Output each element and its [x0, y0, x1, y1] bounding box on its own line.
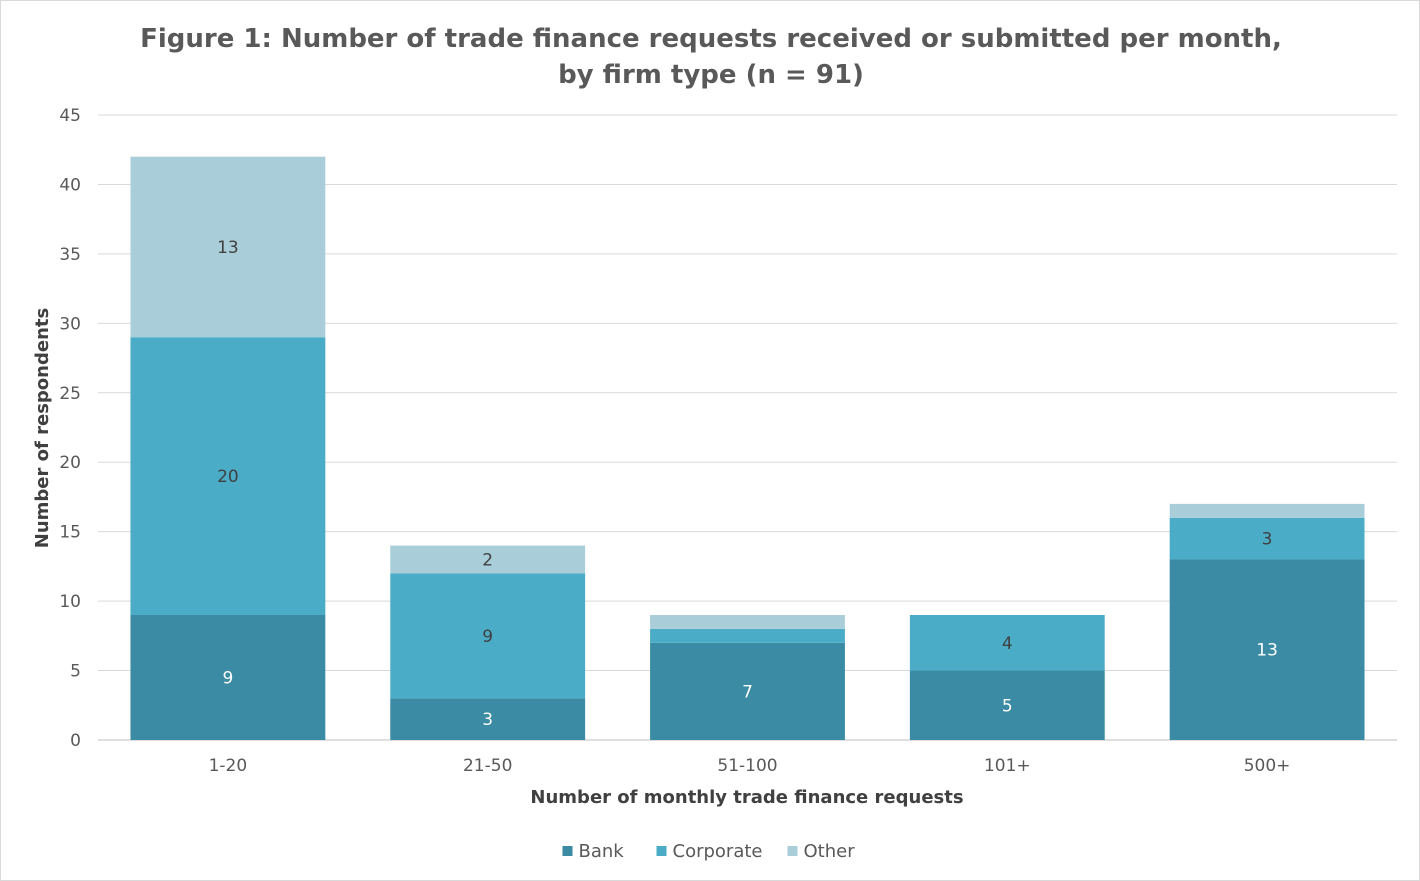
x-tick-label: 500+	[1244, 756, 1291, 776]
bar-segment-corporate	[130, 337, 326, 615]
x-tick-label: 1-20	[209, 756, 248, 776]
legend-label-corporate: Corporate	[673, 841, 763, 862]
y-tick-label: 25	[59, 384, 81, 404]
y-tick-label: 5	[70, 662, 81, 682]
legend-swatch-bank	[562, 846, 573, 856]
y-tick-label: 45	[59, 106, 81, 126]
bar-segment-other	[1169, 503, 1365, 518]
bar-segment-bank	[909, 670, 1105, 740]
bar-segment-bank	[390, 698, 586, 740]
data-label: 3	[482, 710, 493, 730]
data-label: 9	[222, 669, 233, 689]
bar-segment-other	[390, 545, 586, 574]
data-label: 7	[742, 682, 753, 702]
y-tick-label: 40	[59, 175, 81, 195]
data-label: 9	[482, 627, 493, 647]
bar-segment-bank	[130, 615, 326, 740]
y-tick-label: 0	[70, 731, 81, 751]
legend-label-other: Other	[804, 841, 856, 862]
data-label: 20	[217, 467, 239, 487]
data-label: 5	[1002, 696, 1013, 716]
x-tick-label: 101+	[984, 756, 1031, 776]
y-tick-label: 30	[59, 314, 81, 334]
data-label: 13	[217, 238, 239, 258]
x-tick-label: 21-50	[463, 756, 512, 776]
legend: Bank Corporate Other	[562, 841, 856, 862]
bar-segment-corporate	[1169, 517, 1365, 560]
y-axis-ticks: 0 5 10 15 20 25 30 35 40 45	[59, 106, 81, 751]
bar-segment-corporate	[650, 628, 845, 643]
y-tick-label: 15	[59, 523, 81, 543]
bars	[130, 156, 1365, 740]
y-tick-label: 20	[59, 453, 81, 473]
data-label: 4	[1002, 634, 1013, 654]
x-axis-title: Number of monthly trade finance requests	[530, 787, 963, 808]
data-label: 2	[482, 550, 493, 570]
x-axis-ticks: 1-20 21-50 51-100 101+ 500+	[209, 756, 1291, 776]
legend-swatch-other	[787, 846, 798, 856]
y-tick-label: 10	[59, 592, 81, 612]
bar-segment-bank	[1169, 559, 1365, 740]
bar-segment-corporate	[390, 573, 586, 699]
data-labels: 9 20 13 3 9 2 7 5 4 13 3	[217, 238, 1278, 730]
bar-segment-corporate	[909, 615, 1105, 671]
bar-segment-other	[130, 156, 326, 338]
legend-swatch-corporate	[656, 846, 667, 856]
bar-segment-other	[650, 615, 845, 629]
chart-title-line-2: by firm type (n = 91)	[558, 60, 864, 90]
legend-label-bank: Bank	[579, 841, 625, 862]
chart-title-line-1: Figure 1: Number of trade finance reques…	[140, 24, 1282, 54]
y-tick-label: 35	[59, 245, 81, 265]
y-axis-title: Number of respondents	[32, 308, 53, 548]
bar-segment-bank	[650, 642, 845, 740]
x-tick-label: 51-100	[717, 756, 777, 776]
data-label: 13	[1256, 641, 1278, 661]
data-label: 3	[1262, 530, 1273, 550]
